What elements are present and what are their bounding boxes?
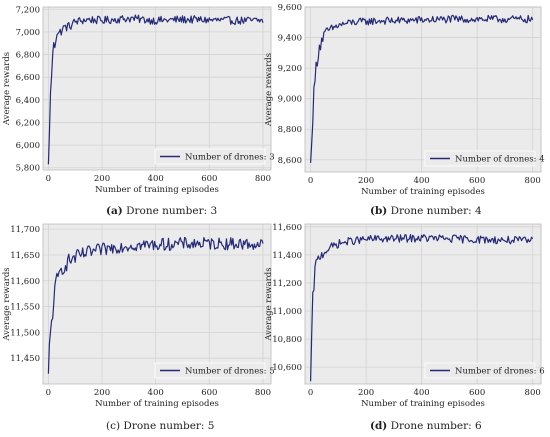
y-tick-label: 10,800 xyxy=(272,335,302,345)
legend-label: Number of drones: 4 xyxy=(455,155,545,165)
x-tick-label: 200 xyxy=(94,388,110,398)
series-line xyxy=(47,14,264,165)
y-tick-label: 7,200 xyxy=(16,5,40,15)
plot-area xyxy=(305,224,541,384)
caption-text: Drone number: 5 xyxy=(120,420,215,432)
x-tick-label: 600 xyxy=(469,176,485,186)
x-axis-label: Number of training episodes xyxy=(361,187,485,197)
x-tick-label: 600 xyxy=(469,388,485,398)
x-axis-label: Number of training episodes xyxy=(361,399,485,409)
series-line xyxy=(47,236,264,374)
y-tick-label: 8,600 xyxy=(278,156,302,166)
axis-frame xyxy=(304,6,542,173)
chart-panel: 0 200 400 600 800 5,800 6,000 6,200 6,400 6,600 6,… xyxy=(2,5,275,195)
y-tick-label: 6,400 xyxy=(16,96,40,106)
caption-key: (a) xyxy=(106,205,123,217)
y-tick-label: 11,650 xyxy=(10,251,40,261)
series-line xyxy=(310,234,534,382)
legend-box xyxy=(424,150,536,167)
y-tick-label: 11,450 xyxy=(10,354,40,364)
caption-c: (c) Drone number: 5 xyxy=(106,420,214,432)
caption-text: Drone number: 6 xyxy=(387,420,482,432)
x-tick-label: 800 xyxy=(255,174,271,184)
x-tick-label: 800 xyxy=(525,388,541,398)
y-axis-label: Average rewards xyxy=(2,52,12,126)
x-tick-label: 200 xyxy=(358,176,374,186)
x-tick-label: 0 xyxy=(308,176,313,186)
axis-frame xyxy=(304,223,542,385)
y-tick-label: 5,800 xyxy=(16,164,40,174)
series-line xyxy=(310,14,534,163)
caption-key: (d) xyxy=(370,420,388,432)
x-tick-label: 800 xyxy=(525,176,541,186)
y-axis-label: Average rewards xyxy=(2,267,12,341)
x-tick-label: 0 xyxy=(46,174,51,184)
plot-area xyxy=(305,7,541,172)
chart-panel: 0 200 400 600 800 8,600 8,800 9,000 9,200 9,400 9,… xyxy=(264,3,545,197)
x-tick-label: 400 xyxy=(413,388,429,398)
caption-text: Drone number: 3 xyxy=(122,205,218,217)
y-tick-label: 11,600 xyxy=(10,277,40,287)
x-tick-label: 0 xyxy=(46,388,51,398)
x-tick-label: 600 xyxy=(201,388,217,398)
x-tick-label: 600 xyxy=(201,174,217,184)
x-tick-label: 200 xyxy=(94,174,110,184)
y-tick-label: 11,200 xyxy=(272,279,302,289)
caption-key: (c) xyxy=(106,420,121,432)
y-axis-label: Average rewards xyxy=(264,267,274,341)
legend-label: Number of drones: 3 xyxy=(185,153,275,163)
axis-frame xyxy=(42,223,272,385)
y-tick-label: 8,800 xyxy=(278,125,302,135)
legend-box xyxy=(154,362,266,379)
y-tick-label: 6,600 xyxy=(16,73,40,83)
plot-area xyxy=(43,7,271,170)
legend-box xyxy=(154,148,266,165)
y-axis-label: Average rewards xyxy=(264,53,274,127)
y-tick-label: 9,000 xyxy=(278,95,302,105)
y-tick-label: 6,000 xyxy=(16,141,40,151)
x-tick-label: 400 xyxy=(413,176,429,186)
caption-b: (b) Drone number: 4 xyxy=(370,205,482,217)
y-tick-label: 6,800 xyxy=(16,51,40,61)
chart-panel: 0 200 400 600 800 11,450 11,500 11,550 11,600 11,… xyxy=(2,223,275,409)
y-tick-label: 11,000 xyxy=(272,307,302,317)
y-tick-label: 11,400 xyxy=(272,251,302,261)
y-tick-label: 11,500 xyxy=(10,328,40,338)
y-tick-label: 11,700 xyxy=(10,225,40,235)
x-tick-label: 800 xyxy=(255,388,271,398)
x-axis-label: Number of training episodes xyxy=(95,399,219,409)
y-tick-label: 7,000 xyxy=(16,28,40,38)
x-tick-label: 0 xyxy=(308,388,313,398)
plot-area xyxy=(43,224,271,384)
caption-key: (b) xyxy=(370,205,388,217)
y-tick-label: 11,550 xyxy=(10,303,40,313)
y-tick-label: 9,200 xyxy=(278,64,302,74)
x-axis-label: Number of training episodes xyxy=(95,185,219,195)
y-tick-label: 9,400 xyxy=(278,34,302,44)
caption-text: Drone number: 4 xyxy=(387,205,482,217)
legend-box xyxy=(424,362,536,379)
caption-d: (d) Drone number: 6 xyxy=(370,420,482,432)
legend-label: Number of drones: 5 xyxy=(185,367,275,377)
x-tick-label: 200 xyxy=(358,388,374,398)
chart-panel: 0 200 400 600 800 10,600 10,800 11,000 11,200 11,… xyxy=(264,223,545,409)
legend-label: Number of drones: 6 xyxy=(455,367,545,377)
x-tick-label: 400 xyxy=(148,388,164,398)
x-tick-label: 400 xyxy=(148,174,164,184)
caption-a: (a) Drone number: 3 xyxy=(106,205,217,217)
y-tick-label: 6,200 xyxy=(16,118,40,128)
y-tick-label: 10,600 xyxy=(272,363,302,373)
axis-frame xyxy=(42,6,272,171)
y-tick-label: 11,600 xyxy=(272,223,302,233)
y-tick-label: 9,600 xyxy=(278,3,302,13)
